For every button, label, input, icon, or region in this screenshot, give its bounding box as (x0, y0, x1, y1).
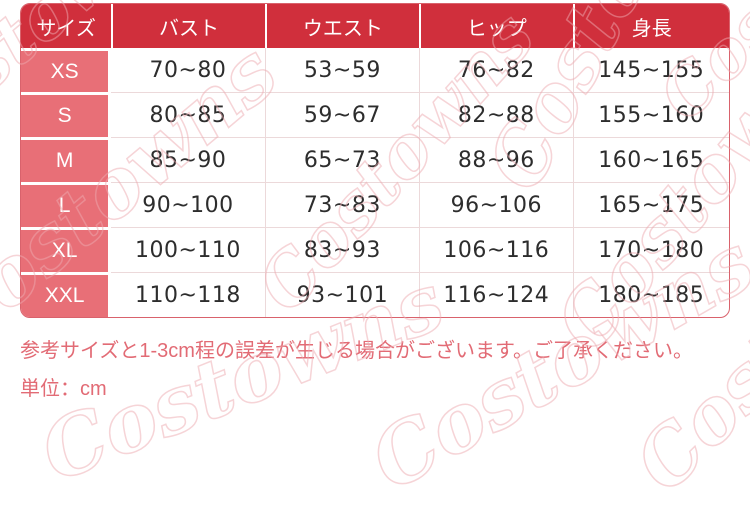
header-cell-waist: ウエスト (264, 4, 420, 48)
header-cell-bust: バスト (111, 4, 265, 48)
hip-cell: 82~88 (419, 92, 573, 137)
waist-cell: 83~93 (264, 227, 420, 272)
size-chart-table: サイズ バスト ウエスト ヒップ 身長 XS 70~80 53~59 76~82… (21, 4, 729, 317)
size-cell: XL (21, 227, 112, 272)
size-cell: M (21, 137, 112, 182)
bust-cell: 85~90 (111, 137, 265, 182)
table-row-l: L 90~100 73~83 96~106 165~175 (21, 182, 729, 227)
hip-cell: 88~96 (419, 137, 573, 182)
tolerance-note: 参考サイズと1-3cm程の誤差が生じる場合がございます。ご了承ください。 (20, 340, 693, 362)
table-row-s: S 80~85 59~67 82~88 155~160 (21, 92, 729, 137)
bust-cell: 90~100 (111, 182, 265, 227)
waist-cell: 53~59 (264, 48, 419, 92)
waist-cell: 73~83 (264, 182, 420, 227)
height-cell: 180~185 (572, 272, 729, 317)
bust-cell: 100~110 (111, 227, 265, 272)
waist-cell: 65~73 (264, 137, 420, 182)
bust-cell: 110~118 (111, 272, 265, 317)
header-row: サイズ バスト ウエスト ヒップ 身長 (21, 4, 729, 48)
size-cell: XS (21, 48, 112, 92)
bust-cell: 70~80 (149, 57, 227, 83)
table-row-xl: XL 100~110 83~93 106~116 170~180 (21, 227, 729, 272)
unit-note: 単位：cm (20, 378, 107, 400)
height-cell: 165~175 (572, 182, 729, 227)
size-cell: XXL (21, 272, 112, 317)
header-cell-size: サイズ (21, 4, 112, 48)
hip-cell: 116~124 (419, 272, 573, 317)
height-cell: 145~155 (572, 48, 729, 92)
height-cell: 155~160 (572, 92, 729, 137)
hip-cell: 76~82 (419, 48, 572, 92)
size-chart: サイズ バスト ウエスト ヒップ 身長 XS 70~80 53~59 76~82… (20, 3, 730, 318)
hip-cell: 96~106 (419, 182, 573, 227)
waist-cell: 59~67 (264, 92, 420, 137)
waist-cell: 93~101 (264, 272, 420, 317)
size-cell: L (21, 182, 112, 227)
height-cell: 170~180 (572, 227, 729, 272)
header-cell-hip: ヒップ (419, 4, 573, 48)
table-row-m: M 85~90 65~73 88~96 160~165 (21, 137, 729, 182)
hip-cell: 106~116 (419, 227, 573, 272)
table-row-xs: XS 70~80 53~59 76~82 145~155 (21, 48, 729, 92)
height-cell: 160~165 (572, 137, 729, 182)
header-cell-height: 身長 (572, 4, 729, 48)
table-row-xxl: XXL 110~118 93~101 116~124 180~185 (21, 272, 729, 317)
size-cell: S (21, 92, 112, 137)
bust-cell: 80~85 (111, 92, 265, 137)
